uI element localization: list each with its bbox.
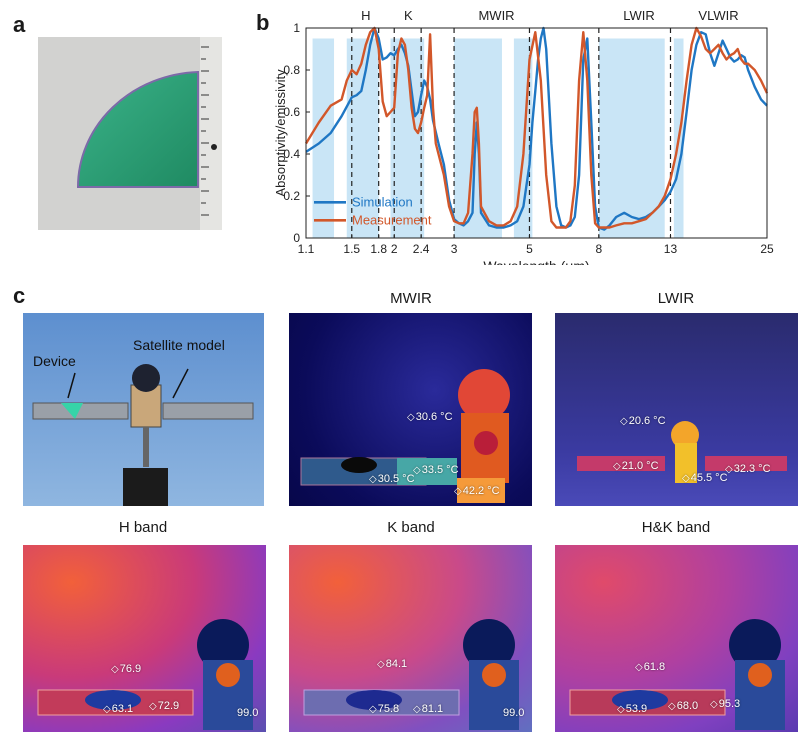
- k-band-temp-3: 81.1: [421, 703, 444, 715]
- marker-icon: ◇: [413, 704, 421, 715]
- x-tick-label: 25: [760, 242, 774, 256]
- plot-frame: [305, 27, 768, 239]
- mwir-temp-3: 30.5 °C: [377, 473, 415, 485]
- x-tick-label: 1.5: [343, 242, 360, 256]
- x-tick-label: 3: [451, 242, 458, 256]
- lwir-graphic: [577, 421, 787, 483]
- k-band-temp-4: 99.0: [503, 707, 525, 719]
- satellite-model-label: Satellite model: [133, 337, 225, 353]
- sample-photo-graphic: [38, 37, 222, 230]
- marker-icon: ◇: [413, 465, 421, 476]
- marker-icon: ◇: [407, 412, 415, 423]
- lwir-temp-2: 21.0 °C: [621, 460, 659, 472]
- absorptivity-chart: 1.1 1.5 1.8 2 2.4 3 5 8 13 25 0 0.2 0.4 0.6 0.8 1 Wavel…: [273, 8, 774, 265]
- lwir-thermal-image: ◇20.6 °C ◇21.0 °C ◇32.3 °C ◇45.5 °C: [555, 313, 798, 506]
- lwir-title: LWIR: [657, 290, 695, 307]
- k-band-temp-1: 84.1: [385, 658, 408, 670]
- series-line-measurement: [304, 26, 769, 229]
- hk-band-temp-3: 68.0: [676, 700, 699, 712]
- hk-band-title: H&K band: [641, 519, 711, 536]
- transmission-window: [598, 38, 665, 238]
- sample-photo: [38, 37, 222, 230]
- x-tick-label: 1.1: [298, 242, 315, 256]
- mwir-thermal-image: ◇30.6 °C ◇33.5 °C ◇30.5 °C ◇42.2 °C: [289, 313, 532, 506]
- marker-icon: ◇: [668, 701, 676, 712]
- hk-band-thermal-image: ◇61.8 ◇53.9 ◇68.0 ◇95.3: [555, 545, 798, 732]
- band-label: K: [404, 8, 413, 23]
- marker-icon: ◇: [682, 473, 690, 484]
- y-tick-label: 0.4: [283, 147, 300, 161]
- hk-band-temp-2: 53.9: [625, 703, 648, 715]
- lwir-temp-3: 32.3 °C: [733, 463, 771, 475]
- y-tick-label: 0.2: [283, 189, 300, 203]
- panel-letter-a: a: [13, 12, 26, 37]
- y-tick-label: 0.8: [283, 63, 300, 77]
- y-tick-label: 0: [293, 231, 300, 245]
- marker-icon: ◇: [725, 464, 733, 475]
- mwir-temp-1: 30.6 °C: [415, 411, 453, 423]
- h-band-temp-3: 72.9: [157, 700, 180, 712]
- satellite-photo-graphic: [32, 364, 254, 506]
- x-tick-label: 13: [664, 242, 678, 256]
- hk-band-temp-1: 61.8: [643, 661, 666, 673]
- h-band-title: H band: [118, 519, 168, 536]
- lwir-temp-1: 20.6 °C: [628, 415, 666, 427]
- mwir-temp-4: 42.2 °C: [462, 485, 500, 497]
- x-tick-label: 2.4: [413, 242, 430, 256]
- marker-icon: ◇: [369, 704, 377, 715]
- k-band-title: K band: [387, 519, 435, 536]
- mwir-graphic: [300, 369, 510, 503]
- marker-icon: ◇: [103, 704, 111, 715]
- hk-band-temp-4: 95.3: [718, 698, 741, 710]
- y-tick-label: 0.6: [283, 105, 300, 119]
- x-axis-label: Wavelength (μm): [483, 258, 589, 265]
- band-label: MWIR: [478, 8, 514, 23]
- x-tick-label: 5: [526, 242, 533, 256]
- y-axis-label: Absorptivity/emissivity: [273, 69, 288, 197]
- marker-icon: ◇: [617, 704, 625, 715]
- legend-entry: Measurement: [352, 212, 432, 227]
- band-label: LWIR: [623, 8, 655, 23]
- data-series: [304, 26, 769, 231]
- band-label: H: [361, 8, 370, 23]
- k-band-graphic: [303, 619, 519, 730]
- h-band-temp-4: 99.0: [237, 707, 259, 719]
- x-tick-label: 1.8: [370, 242, 387, 256]
- k-band-temp-2: 75.8: [377, 703, 400, 715]
- h-band-thermal-image: ◇76.9 ◇63.1 ◇72.9 99.0: [23, 545, 266, 732]
- x-tick-label: 8: [595, 242, 602, 256]
- hk-band-graphic: [569, 619, 785, 730]
- h-band-graphic: [37, 619, 253, 730]
- h-band-temp-1: 76.9: [119, 663, 142, 675]
- marker-icon: ◇: [710, 699, 718, 710]
- mwir-temp-2: 33.5 °C: [421, 464, 459, 476]
- h-band-temp-2: 63.1: [111, 703, 134, 715]
- y-tick-label: 1: [293, 21, 300, 35]
- marker-icon: ◇: [369, 474, 377, 485]
- panel-letter-c: c: [13, 283, 26, 308]
- chart-labels: Wavelength (μm) Absorptivity/emissivity H K…: [273, 8, 739, 265]
- satellite-photo: Device Satellite model: [23, 313, 264, 506]
- mwir-title: MWIR: [390, 290, 432, 307]
- marker-icon: ◇: [635, 662, 643, 673]
- marker-icon: ◇: [613, 461, 621, 472]
- marker-icon: ◇: [454, 486, 462, 497]
- k-band-thermal-image: ◇84.1 ◇75.8 ◇81.1 99.0: [289, 545, 532, 732]
- lwir-temp-4: 45.5 °C: [690, 472, 728, 484]
- chart-axes: 1.1 1.5 1.8 2 2.4 3 5 8 13 25 0 0.2 0.4 0.6 0.8 1: [283, 21, 774, 256]
- device-label: Device: [33, 353, 76, 369]
- marker-icon: ◇: [377, 659, 385, 670]
- marker-icon: ◇: [149, 701, 157, 712]
- device-marker: [61, 403, 83, 419]
- legend-entry: Simulation: [352, 194, 413, 209]
- marker-icon: ◇: [620, 416, 628, 427]
- panel-letter-b: b: [256, 10, 270, 35]
- band-boundaries: [351, 28, 672, 238]
- marker-icon: ◇: [111, 664, 119, 675]
- band-label: VLWIR: [698, 8, 738, 23]
- x-tick-label: 2: [391, 242, 398, 256]
